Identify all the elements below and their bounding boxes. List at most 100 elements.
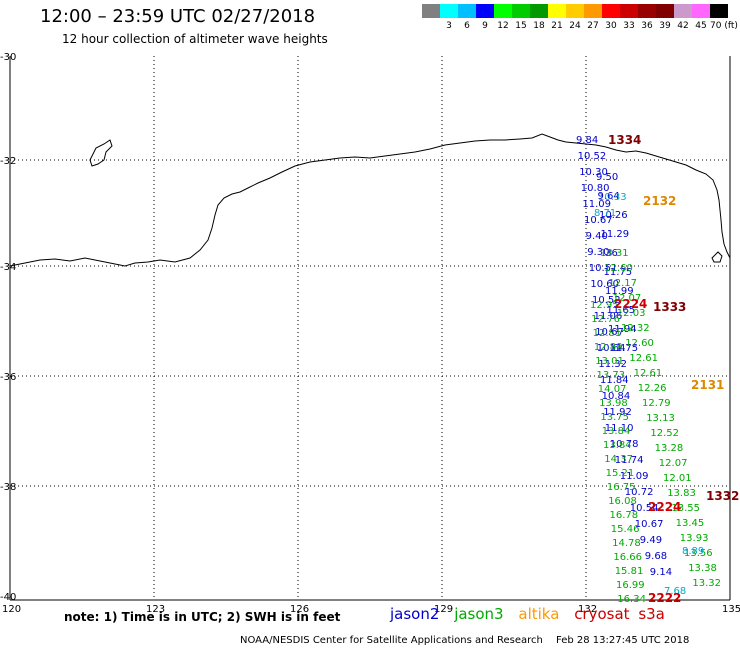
- lat-label-40: -40: [0, 592, 16, 603]
- track-value-jason3: 14.07: [598, 384, 627, 395]
- colorbar-swatch: [458, 4, 476, 18]
- track-value-jason2: 10.54: [630, 503, 659, 514]
- track-value-jason3: 13.84: [603, 440, 632, 451]
- track-value-jason3: 12.07: [659, 458, 688, 469]
- colorbar: [422, 4, 728, 18]
- track-value-jason3: 12.95: [590, 300, 619, 311]
- colorbar-label: 42: [677, 21, 689, 31]
- map-title: 12:00 – 23:59 UTC 02/27/2018: [40, 6, 316, 27]
- track-value-jason2: 9.40: [586, 231, 608, 242]
- island-outline-small: [711, 251, 723, 263]
- colorbar-swatch: [602, 4, 620, 18]
- colorbar-label: 45: [695, 21, 707, 31]
- track-value-jason3: 13.73: [597, 370, 626, 381]
- island-outline: [89, 139, 113, 167]
- track-value-jason3: 13.31: [600, 248, 629, 259]
- station-label: 2222: [648, 591, 681, 605]
- track-value-jason2: 11.09: [582, 199, 611, 210]
- colorbar-labels: 3 6 9 12 15 18 21 24 27 30 33 36 39 42 45 70 (ft): [422, 21, 740, 31]
- track-value-jason3: 12.76: [591, 314, 620, 325]
- track-value-jason2: 10.30: [579, 167, 608, 178]
- track-value-jason2: 9.68: [645, 551, 667, 562]
- track-value-jason3: 12.88: [594, 342, 623, 353]
- track-value-jason3: 12.17: [608, 278, 637, 289]
- track-value-jason2: 11.09: [620, 471, 649, 482]
- track-value-jason2: 10.80: [581, 183, 610, 194]
- track-value-jason2: 9.84: [576, 135, 598, 146]
- lon-label-129: 129: [434, 604, 453, 615]
- track-value-jason3: 12.60: [625, 338, 654, 349]
- station-label: 2131: [691, 378, 724, 392]
- colorbar-label: 21: [551, 21, 563, 31]
- legend-s3a: s3a: [638, 605, 665, 623]
- track-value-jason3: 13.28: [655, 443, 684, 454]
- track-value-jason3: 13.75: [600, 412, 629, 423]
- colorbar-swatch: [620, 4, 638, 18]
- track-value-jason2: 11.10: [605, 423, 634, 434]
- track-value-jason3: 13.13: [646, 413, 675, 424]
- track-value-jason2: 11.94: [608, 324, 637, 335]
- lon-label-135: 135: [722, 604, 740, 615]
- track-value-jason3: 12.01: [663, 473, 692, 484]
- track-value-jason3: 12.79: [642, 398, 671, 409]
- footer-credit: NOAA/NESDIS Center for Satellite Applica…: [240, 635, 543, 646]
- track-value-jason2: 11.29: [601, 229, 630, 240]
- track-value-jason2: 11.75: [604, 267, 633, 278]
- colorbar-swatch: [584, 4, 602, 18]
- track-value-cyan: 7.68: [664, 586, 686, 597]
- track-value-jason3: 13.45: [676, 518, 705, 529]
- colorbar-swatch: [692, 4, 710, 18]
- units-note: note: 1) Time is in UTC; 2) SWH is in fe…: [64, 610, 341, 624]
- track-value-jason3: 16.99: [616, 580, 645, 591]
- colorbar-swatch: [512, 4, 530, 18]
- lon-label-132: 132: [578, 604, 597, 615]
- track-value-jason2: 10.67: [635, 519, 664, 530]
- track-value-jason3: 13.93: [680, 533, 709, 544]
- track-value-jason3: 12.03: [617, 308, 646, 319]
- colorbar-swatch: [476, 4, 494, 18]
- colorbar-swatch: [440, 4, 458, 18]
- legend-cryosat: cryosat: [574, 605, 630, 623]
- legend-jason3: jason3: [454, 605, 504, 623]
- track-value-jason3: 16.66: [613, 552, 642, 563]
- track-value-jason3: 13.01: [595, 356, 624, 367]
- track-value-cyan: 10.33: [598, 192, 627, 203]
- track-value-jason2: 9.14: [650, 567, 672, 578]
- track-value-jason2: 11.74: [615, 455, 644, 466]
- station-label: 1334: [608, 133, 641, 147]
- track-value-jason3: 12.81: [593, 328, 622, 339]
- track-value-jason3: 12.60: [604, 263, 633, 274]
- track-value-jason3: 12.26: [638, 383, 667, 394]
- colorbar-label: 70 (ft): [710, 21, 738, 31]
- track-value-jason2: 10.64: [597, 343, 626, 354]
- track-value-cyan: 8.71: [594, 208, 616, 219]
- footer-timestamp: Feb 28 13:27:45 UTC 2018: [556, 635, 690, 646]
- satellite-legend: jason2 jason3 altika cryosat s3a: [390, 605, 675, 623]
- track-value-jason2: 11.75: [610, 343, 639, 354]
- lat-label-30: -30: [0, 52, 16, 63]
- colorbar-label: 3: [446, 21, 452, 31]
- track-value-jason2: 11.32: [598, 359, 627, 370]
- track-value-jason2: 10.51: [589, 263, 618, 274]
- colorbar-label: 9: [482, 21, 488, 31]
- track-value-jason3: 13.38: [688, 563, 717, 574]
- track-value-jason3: 15.81: [615, 566, 644, 577]
- track-value-jason3: 14.78: [612, 538, 641, 549]
- track-value-jason2: 11.06: [594, 311, 623, 322]
- station-labels: 1334 2132 2224 1333 2131 2224 1332 2222: [608, 133, 739, 605]
- legend-jason2: jason2: [390, 605, 440, 623]
- track-value-jason3: 16.08: [608, 496, 637, 507]
- colorbar-swatch: [530, 4, 548, 18]
- track-value-jason2: 10.67: [584, 215, 613, 226]
- track-value-jason2: 10.52: [592, 295, 621, 306]
- station-label: 1333: [653, 300, 686, 314]
- colorbar-label: 18: [533, 21, 545, 31]
- track-value-jason2: 11.65: [607, 305, 636, 316]
- track-value-jason2: 10.72: [625, 487, 654, 498]
- track-value-jason2: 11.84: [600, 375, 629, 386]
- colorbar-label: 12: [497, 21, 509, 31]
- legend-altika: altika: [518, 605, 560, 623]
- track-value-jason2: 10.26: [599, 210, 628, 221]
- colorbar-swatch: [656, 4, 674, 18]
